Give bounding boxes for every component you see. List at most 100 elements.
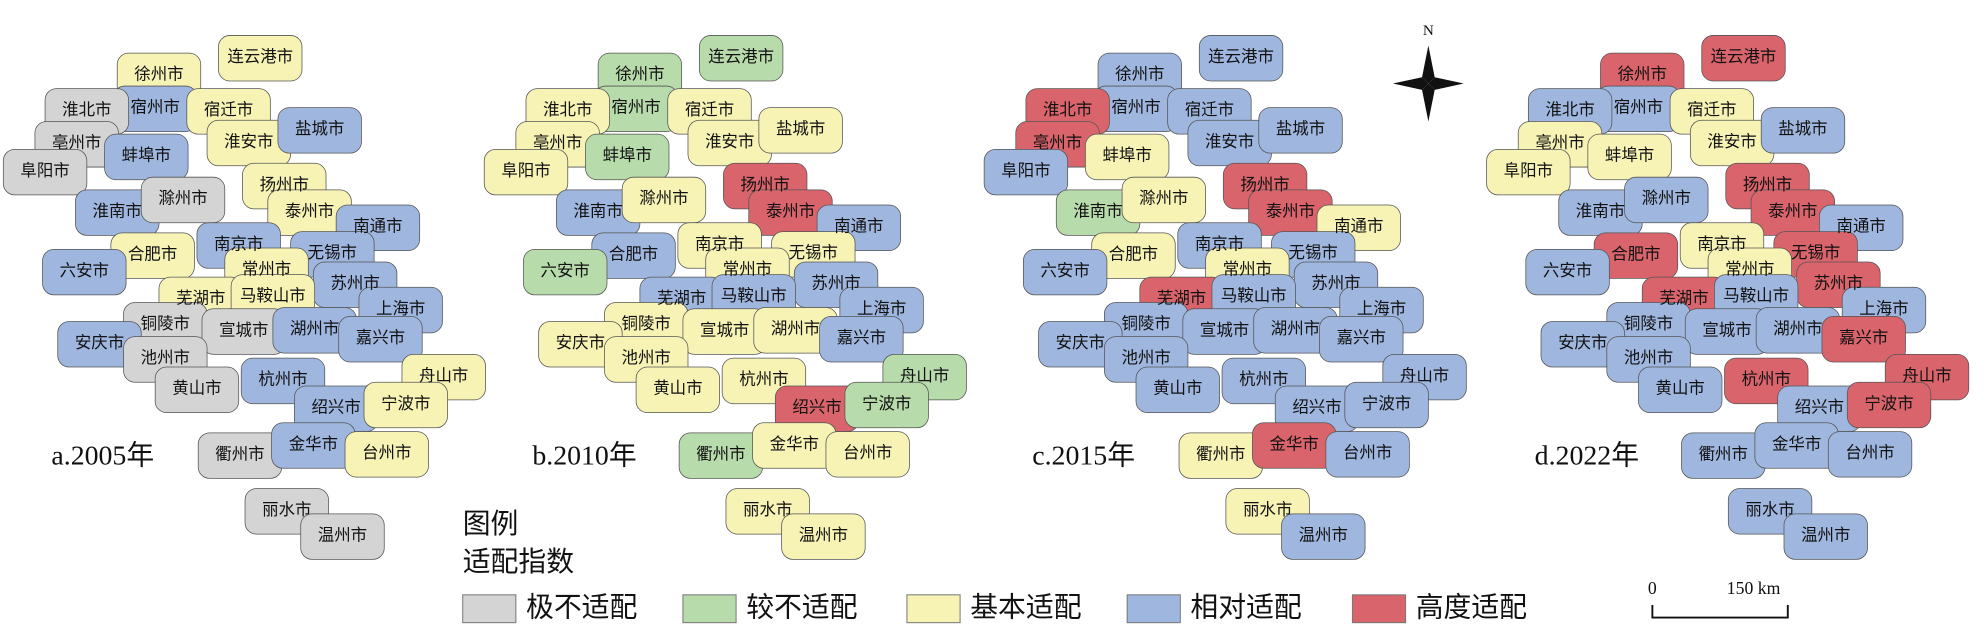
city-label: 黄山市 [653,379,702,398]
city-label: 金华市 [770,434,819,453]
city-label: 宣城市 [1702,320,1751,339]
legend-swatch [1126,594,1181,624]
city-label: 六安市 [1543,261,1592,280]
city-label: 铜陵市 [1624,314,1673,333]
city-label: 南通市 [1837,217,1886,236]
city-label: 宁波市 [381,394,430,413]
scale-label: 0 [1648,578,1657,598]
regions [2,35,486,560]
legend-label: 较不适配 [746,592,857,623]
legend-title: 图例 [463,509,519,540]
regions [983,35,1467,560]
city-label: 蚌埠市 [122,146,171,165]
city-label: 宿迁市 [204,100,253,119]
city-label: 盐城市 [1276,119,1325,138]
city-label: 台州市 [1845,443,1894,462]
region [140,176,226,224]
region [983,148,1069,196]
city-label: 黄山市 [172,379,221,398]
city-label: 盐城市 [776,119,825,138]
region [844,381,929,429]
region [1344,381,1429,429]
city-label: 南京市 [695,234,744,253]
city-label: 宿州市 [131,98,180,117]
city-label: 马鞍山市 [1723,286,1789,305]
city-label: 温州市 [318,525,367,544]
region [819,316,904,363]
city-label: 衢州市 [1699,444,1748,463]
city-label: 宿迁市 [1185,100,1234,119]
city-label: 杭州市 [258,370,307,389]
city-label: 徐州市 [134,65,183,84]
city-label: 淮南市 [1073,201,1122,220]
region [363,381,448,429]
city-label: 安庆市 [1558,333,1607,352]
city-label: 淮安市 [705,132,754,151]
city-label: 金华市 [289,434,338,453]
city-label: 芜湖市 [1659,289,1708,308]
city-label: 金华市 [1270,434,1319,453]
city-label: 徐州市 [615,65,664,84]
region [523,248,608,296]
city-label: 温州市 [1299,525,1348,544]
city-label: 丽水市 [262,500,311,519]
city-label: 宿州市 [611,98,660,117]
region [1760,107,1846,154]
city-label: 丽水市 [743,500,792,519]
city-label: 上海市 [376,299,425,318]
city-label: 安庆市 [75,333,124,352]
city-label: 宣城市 [700,320,749,339]
city-label: 合肥市 [128,244,177,263]
city-label: 盐城市 [295,119,344,138]
city-label: 铜陵市 [622,314,671,333]
city-label: 六安市 [541,261,590,280]
legend-swatch [682,594,737,624]
city-label: 无锡市 [1289,243,1338,262]
city-label: 温州市 [1801,525,1850,544]
city-label: 芜湖市 [176,289,225,308]
city-label: 无锡市 [789,243,838,262]
region [1486,148,1571,196]
region [1624,176,1709,224]
city-label: 湖州市 [771,319,820,338]
compass-label: N [1423,22,1434,39]
region [344,431,429,478]
legend-label: 极不适配 [526,592,637,623]
city-label: 宁波市 [1362,394,1411,413]
city-label: 滁州市 [1139,189,1188,208]
city-label: 丽水市 [1745,500,1794,519]
city-label: 舟山市 [900,366,949,385]
region [1258,107,1343,154]
city-label: 常州市 [1223,260,1272,279]
city-label: 合肥市 [1611,244,1660,263]
city-label: 无锡市 [1791,243,1840,262]
city-label: 嘉兴市 [837,328,886,347]
city-label: 南京市 [214,234,263,253]
city-label: 衢州市 [696,444,745,463]
region [1198,35,1284,82]
city-label: 马鞍山市 [240,286,306,305]
region [2,148,88,196]
city-label: 常州市 [242,260,291,279]
legend-swatch [906,594,961,624]
region [1701,35,1786,82]
city-label: 马鞍山市 [1221,286,1287,305]
city-label: 绍兴市 [1795,398,1844,417]
city-label: 淮北市 [543,100,592,119]
city-label: 常州市 [1725,260,1774,279]
city-label: 蚌埠市 [1605,146,1654,165]
region [154,366,240,413]
city-label: 马鞍山市 [721,286,787,305]
city-label: 扬州市 [741,175,790,194]
compass: N [1392,22,1464,122]
city-label: 扬州市 [260,175,309,194]
region [1846,381,1932,429]
city-label: 泰州市 [766,201,815,220]
city-label: 宿州市 [1614,98,1663,117]
city-label: 芜湖市 [657,289,706,308]
region [1827,431,1913,478]
city-label: 徐州市 [1115,65,1164,84]
city-label: 苏州市 [811,274,860,293]
